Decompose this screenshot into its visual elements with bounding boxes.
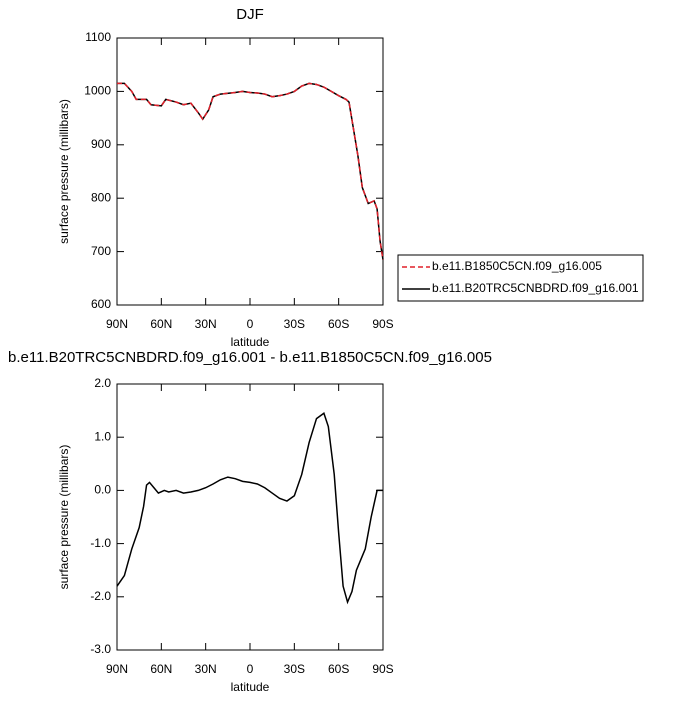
y-tick-label: 0.0 bbox=[94, 483, 111, 497]
x-tick-label: 60S bbox=[328, 662, 349, 676]
x-tick-label: 30S bbox=[284, 317, 305, 331]
x-tick-label: 60S bbox=[328, 317, 349, 331]
x-tick-label: 30N bbox=[195, 317, 217, 331]
x-tick-label: 60N bbox=[150, 317, 172, 331]
x-tick-label: 30S bbox=[284, 662, 305, 676]
legend-label: b.e11.B1850C5CN.f09_g16.005 bbox=[432, 259, 602, 273]
y-axis-label: surface pressure (millibars) bbox=[57, 99, 71, 244]
x-tick-label: 90S bbox=[372, 317, 393, 331]
y-tick-label: 800 bbox=[91, 190, 111, 204]
x-tick-label: 60N bbox=[150, 662, 172, 676]
chart-title: b.e11.B20TRC5CNBDRD.f09_g16.001 - b.e11.… bbox=[8, 349, 492, 366]
x-tick-label: 90S bbox=[372, 662, 393, 676]
data-line bbox=[117, 82, 384, 260]
y-tick-label: -2.0 bbox=[90, 589, 111, 603]
legend-label: b.e11.B20TRC5CNBDRD.f09_g16.001 bbox=[432, 281, 639, 295]
x-tick-label: 30N bbox=[195, 662, 217, 676]
x-axis-label: latitude bbox=[231, 335, 270, 349]
y-tick-label: -3.0 bbox=[90, 642, 111, 656]
y-tick-label: 1100 bbox=[85, 30, 111, 44]
x-tick-label: 0 bbox=[247, 662, 254, 676]
y-tick-label: -1.0 bbox=[90, 536, 111, 550]
y-axis-label: surface pressure (millibars) bbox=[57, 445, 71, 590]
chart-title: DJF bbox=[236, 6, 264, 23]
x-tick-label: 90N bbox=[106, 317, 128, 331]
legend-box bbox=[397, 254, 644, 302]
y-tick-label: 700 bbox=[91, 244, 111, 258]
y-tick-label: 900 bbox=[91, 137, 111, 151]
y-tick-label: 600 bbox=[91, 297, 111, 311]
data-line bbox=[117, 82, 384, 260]
data-line bbox=[116, 412, 383, 605]
x-tick-label: 90N bbox=[106, 662, 128, 676]
y-tick-label: 2.0 bbox=[94, 376, 111, 390]
plot-frame bbox=[116, 37, 384, 306]
y-tick-label: 1.0 bbox=[94, 429, 111, 443]
plot-frame bbox=[116, 383, 384, 651]
x-tick-label: 0 bbox=[247, 317, 254, 331]
y-tick-label: 1000 bbox=[84, 84, 111, 98]
x-axis-label: latitude bbox=[231, 680, 270, 694]
